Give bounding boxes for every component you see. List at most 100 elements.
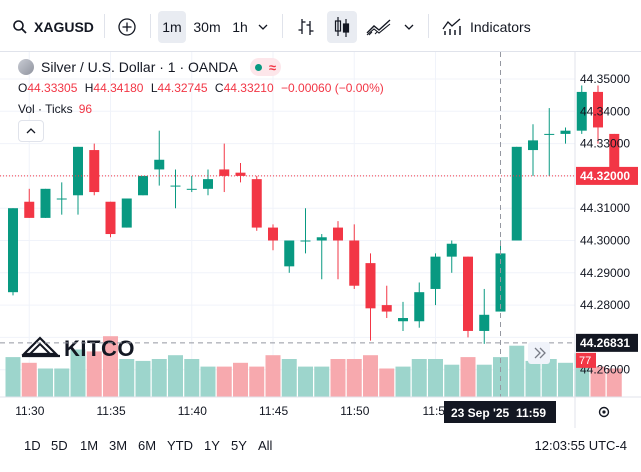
volume-bar bbox=[70, 349, 86, 397]
volume-bar bbox=[265, 355, 281, 397]
crosshair-time-label: 11:59 bbox=[516, 406, 546, 420]
candle-body bbox=[219, 169, 230, 176]
candle-body bbox=[576, 91, 587, 131]
chart-type-dropdown[interactable] bbox=[400, 11, 418, 43]
time-axis-tick: 11:30 bbox=[15, 404, 44, 418]
low-label: L bbox=[150, 81, 158, 95]
volume-bar bbox=[151, 359, 167, 397]
high-value: 44.34180 bbox=[93, 81, 144, 95]
double-chevron-right-icon bbox=[534, 347, 546, 359]
collapse-legend-button[interactable] bbox=[18, 120, 44, 142]
interval-1m[interactable]: 1m bbox=[158, 11, 186, 43]
bottom-toolbar: 1D 5D 1M 3M 6M YTD 1Y 5Y All bbox=[0, 430, 641, 460]
candle-body bbox=[365, 263, 376, 309]
candle-body bbox=[593, 91, 603, 128]
candle-body bbox=[89, 150, 100, 193]
gear-icon bbox=[598, 406, 610, 418]
volume-bar bbox=[314, 366, 330, 397]
change-value: −0.00060 (−0.00%) bbox=[281, 81, 384, 95]
candle-body bbox=[479, 314, 490, 331]
volume-bar bbox=[476, 364, 492, 397]
legend-title: Silver / U.S. Dollar · 1 · OANDA bbox=[41, 59, 238, 75]
chevron-down-icon bbox=[404, 24, 414, 30]
toolbar-divider bbox=[150, 14, 151, 38]
candles-chart-type-button[interactable] bbox=[327, 11, 357, 43]
range-1d[interactable]: 1D bbox=[24, 438, 41, 453]
gear-icon-center bbox=[602, 410, 606, 414]
interval-dropdown[interactable] bbox=[254, 11, 272, 43]
close-label: C bbox=[214, 81, 224, 95]
volume-bar bbox=[135, 360, 151, 397]
volume-bar bbox=[249, 366, 265, 397]
range-1m[interactable]: 1M bbox=[80, 438, 99, 453]
time-axis-tick: 11:35 bbox=[97, 404, 126, 418]
kitco-logo-mark bbox=[21, 336, 59, 356]
volume-value: 96 bbox=[78, 102, 93, 116]
symbol-label: XAGUSD bbox=[34, 19, 94, 35]
candle-body bbox=[544, 133, 555, 135]
price-axis-tick: 44.33000 bbox=[580, 137, 630, 151]
volume-bar bbox=[281, 359, 297, 397]
price-chart[interactable]: KITCO 44.35000 44.34000 44.33000 44.31000 44.… bbox=[0, 52, 641, 428]
volume-bar bbox=[54, 368, 70, 397]
volume-bar bbox=[168, 355, 183, 397]
toolbar-divider bbox=[282, 14, 283, 38]
legend-title-row: Silver / U.S. Dollar · 1 · OANDA ≈ bbox=[18, 56, 281, 78]
range-5d[interactable]: 5D bbox=[51, 438, 68, 453]
volume-bar bbox=[5, 357, 21, 397]
range-5y[interactable]: 5Y bbox=[231, 438, 247, 453]
area-chart-type-button[interactable] bbox=[364, 11, 394, 43]
candle-body bbox=[170, 185, 181, 187]
plus-circle-icon bbox=[118, 18, 136, 36]
market-open-dot-icon bbox=[254, 63, 262, 71]
volume-bar bbox=[460, 357, 476, 397]
candle-body bbox=[381, 305, 392, 312]
candle-body bbox=[56, 198, 67, 200]
range-all[interactable]: All bbox=[258, 438, 273, 453]
volume-bar bbox=[330, 359, 346, 397]
volume-axis-label-bg bbox=[576, 352, 596, 368]
silver-flag-icon bbox=[18, 59, 34, 75]
timezone-clock[interactable]: 12:03:55 UTC-4 bbox=[534, 438, 628, 453]
chevron-up-icon bbox=[26, 128, 36, 134]
time-axis-tick: 11:50 bbox=[340, 404, 369, 418]
price-axis-tick: 44.30000 bbox=[580, 234, 630, 248]
interval-1h[interactable]: 1h bbox=[232, 19, 248, 35]
indicators-button[interactable]: Indicators bbox=[436, 11, 540, 43]
volume-bar bbox=[38, 368, 53, 397]
candle-body bbox=[528, 140, 538, 151]
time-axis-tick: 11:40 bbox=[178, 404, 207, 418]
range-3m[interactable]: 3M bbox=[109, 438, 128, 453]
volume-bar bbox=[233, 362, 248, 397]
toolbar-divider bbox=[428, 14, 429, 38]
compare-symbol-button[interactable] bbox=[112, 11, 142, 43]
range-ytd[interactable]: YTD bbox=[167, 438, 193, 453]
volume-bar bbox=[216, 366, 232, 397]
candles-icon bbox=[334, 17, 350, 37]
candle-body bbox=[8, 208, 18, 293]
candle-body bbox=[446, 243, 457, 257]
candle-body bbox=[560, 130, 571, 134]
crosshair-price-label: 44.26831 bbox=[580, 336, 630, 350]
scroll-to-realtime-button bbox=[528, 342, 550, 364]
bar-chart-type-button[interactable] bbox=[292, 11, 320, 43]
indicators-label: Indicators bbox=[470, 19, 531, 35]
range-1y[interactable]: 1Y bbox=[204, 438, 220, 453]
volume-legend: Vol · Ticks 96 bbox=[18, 102, 92, 116]
ohlc-values: O44.33305 H44.34180 L44.32745 C44.33210 … bbox=[18, 81, 384, 95]
interval-30m[interactable]: 30m bbox=[193, 19, 221, 35]
candle-body bbox=[511, 146, 522, 241]
candle-body bbox=[333, 227, 343, 241]
kitco-logo bbox=[21, 336, 60, 358]
market-status-badge[interactable]: ≈ bbox=[249, 58, 281, 76]
range-6m[interactable]: 6M bbox=[138, 438, 157, 453]
symbol-search-button[interactable]: XAGUSD bbox=[8, 11, 100, 43]
candle-body bbox=[138, 175, 148, 196]
candle-body bbox=[495, 253, 506, 312]
volume-axis-label: 77 bbox=[579, 355, 591, 367]
chevron-down-icon bbox=[258, 24, 268, 30]
kitco-logo-mark bbox=[29, 342, 51, 355]
price-axis-tick: 44.29000 bbox=[580, 266, 630, 280]
candle-body bbox=[154, 159, 165, 170]
candle-body bbox=[316, 237, 327, 241]
